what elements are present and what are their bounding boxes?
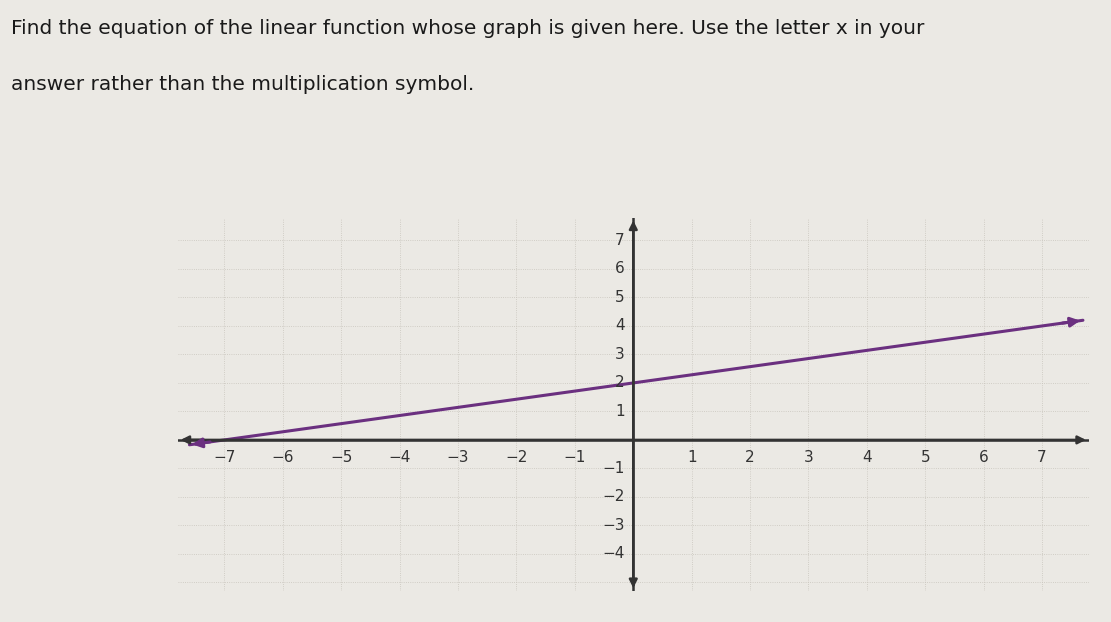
Text: answer rather than the multiplication symbol.: answer rather than the multiplication sy…: [11, 75, 474, 94]
Text: 6: 6: [979, 450, 989, 465]
Text: 7: 7: [614, 233, 624, 248]
Text: 2: 2: [745, 450, 754, 465]
Text: −3: −3: [602, 518, 624, 533]
Text: 1: 1: [614, 404, 624, 419]
Text: 4: 4: [614, 318, 624, 333]
Text: −1: −1: [563, 450, 587, 465]
Text: 6: 6: [614, 261, 624, 277]
Text: −5: −5: [330, 450, 352, 465]
Text: 7: 7: [1038, 450, 1047, 465]
Text: −7: −7: [213, 450, 236, 465]
Text: −4: −4: [602, 546, 624, 562]
Text: 3: 3: [614, 347, 624, 362]
Text: −1: −1: [602, 461, 624, 476]
Text: 5: 5: [920, 450, 930, 465]
Text: −3: −3: [447, 450, 469, 465]
Text: −2: −2: [602, 490, 624, 504]
Text: Find the equation of the linear function whose graph is given here. Use the lett: Find the equation of the linear function…: [11, 19, 924, 38]
Text: 1: 1: [687, 450, 697, 465]
Text: 5: 5: [614, 290, 624, 305]
Text: −6: −6: [271, 450, 294, 465]
Text: 2: 2: [614, 376, 624, 391]
Text: −4: −4: [389, 450, 411, 465]
Text: −2: −2: [506, 450, 528, 465]
Text: 4: 4: [862, 450, 872, 465]
Text: 3: 3: [803, 450, 813, 465]
